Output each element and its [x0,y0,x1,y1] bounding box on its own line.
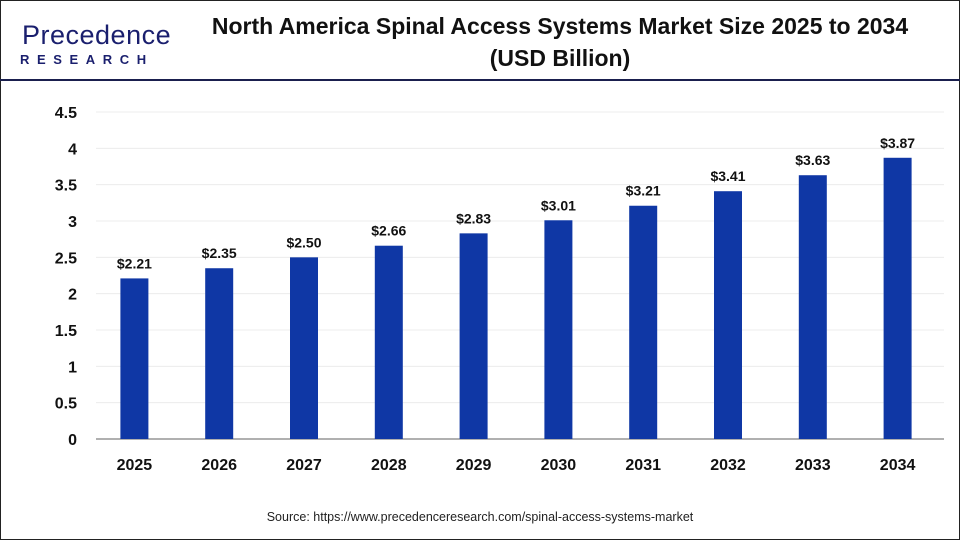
x-tick-label: 2031 [625,457,661,474]
x-tick-label: 2025 [117,457,153,474]
y-tick-label: 3 [68,214,77,231]
y-tick-label: 2 [68,287,77,304]
x-tick-label: 2034 [880,457,916,474]
data-label: $3.01 [541,197,576,213]
y-tick-label: 0 [68,432,77,449]
y-tick-label: 4.5 [55,105,77,122]
data-label: $2.21 [117,255,152,271]
data-label: $2.66 [371,223,406,239]
title-line-1: North America Spinal Access Systems Mark… [211,13,909,39]
bar [374,245,403,439]
x-tick-label: 2029 [456,457,492,474]
data-label: $3.41 [710,168,745,184]
x-tick-label: 2026 [201,457,237,474]
data-label: $3.63 [795,152,830,168]
bar [798,175,827,439]
data-label: $2.50 [286,234,321,250]
bar [459,233,488,439]
logo-sub-text: RESEARCH [20,52,154,67]
y-tick-label: 0.5 [55,396,77,413]
data-label: $3.21 [626,183,661,199]
data-label: $2.35 [202,245,237,261]
x-tick-label: 2033 [795,457,831,474]
x-tick-label: 2028 [371,457,407,474]
bar [205,268,234,439]
precedence-research-logo: Precedence RESEARCH [16,18,171,68]
bar [883,157,912,439]
bar [714,191,742,439]
bar [290,257,318,439]
y-tick-label: 2.5 [55,250,77,267]
data-label: $3.87 [880,135,915,151]
bar [120,278,149,439]
header-divider [0,79,960,81]
source-note: Source: https://www.precedenceresearch.c… [266,510,694,524]
data-label: $2.83 [456,210,491,226]
x-tick-label: 2027 [286,457,322,474]
title-line-2: (USD Billion) [489,45,631,71]
y-tick-label: 1 [68,359,77,376]
y-tick-label: 1.5 [55,323,77,340]
logo-main-text: Precedence [22,20,172,50]
x-tick-label: 2030 [541,457,577,474]
bar [544,220,573,439]
y-tick-label: 3.5 [55,178,77,195]
x-tick-label: 2032 [710,457,746,474]
y-tick-label: 4 [68,141,77,158]
bar [629,205,658,439]
chart-title: North America Spinal Access Systems Mark… [180,10,940,74]
